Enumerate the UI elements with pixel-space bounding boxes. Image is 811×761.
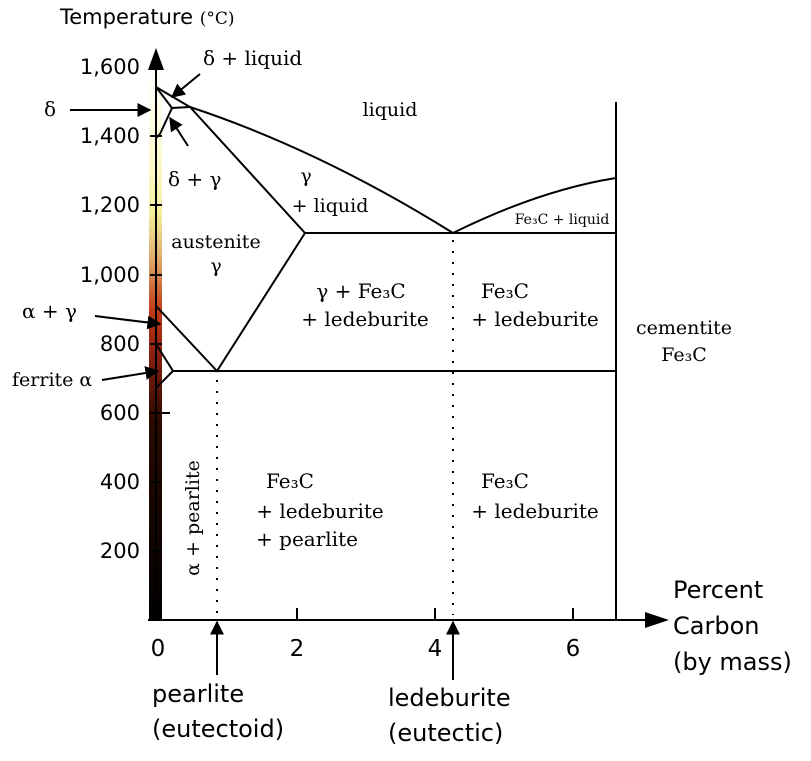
region-gamma-liquid: γ xyxy=(300,165,311,187)
x-tick-label: 2 xyxy=(290,636,305,662)
svg-text:Carbon: Carbon xyxy=(673,612,759,640)
x-tick-label: 6 xyxy=(566,636,581,662)
y-axis-ticks xyxy=(150,66,170,552)
svg-text:(by mass): (by mass) xyxy=(673,648,792,676)
region-fe3c-ledeburite-upper: Fe₃C xyxy=(481,279,529,303)
y-tick-labels: 1,600 1,400 1,200 1,000 800 600 400 200 xyxy=(80,55,140,563)
y-tick-label: 1,600 xyxy=(80,55,140,79)
region-fe3c-ledeburite-upper-line2: + ledeburite xyxy=(471,307,599,331)
x-axis-ticks xyxy=(296,608,574,620)
y-tick-label: 800 xyxy=(100,332,140,356)
callout-pearlite-eutectoid: (eutectoid) xyxy=(152,715,284,743)
svg-text:Percent: Percent xyxy=(673,576,763,604)
callout-ledeburite: ledeburite xyxy=(388,684,511,712)
y-tick-label: 1,400 xyxy=(80,124,140,148)
y-axis-arrowhead xyxy=(148,48,164,70)
x-axis-title: Percent Carbon (by mass) xyxy=(673,576,792,676)
region-fe3c-ledeburite-pearlite-line3: + pearlite xyxy=(256,527,358,551)
y-tick-label: 600 xyxy=(100,401,140,425)
y-axis-title: Temperature (°C) xyxy=(59,5,235,29)
y-tick-label: 1,200 xyxy=(80,193,140,217)
region-liquid: liquid xyxy=(363,99,418,121)
region-fe3c-liquid: Fe₃C + liquid xyxy=(515,212,610,228)
region-gamma-liquid-line2: + liquid xyxy=(292,195,369,217)
callout-pearlite: pearlite xyxy=(152,680,244,708)
region-cementite: cementite xyxy=(636,317,732,339)
y-tick-label: 200 xyxy=(100,539,140,563)
callout-delta-gamma: δ + γ xyxy=(168,167,221,191)
callout-delta: δ xyxy=(44,97,56,121)
callout-arrows xyxy=(70,73,460,680)
phase-boundaries xyxy=(155,86,617,620)
region-fe3c-ledeburite-lower-line2: + ledeburite xyxy=(471,499,599,523)
x-tick-labels: 0 2 4 6 xyxy=(151,636,581,662)
region-cementite-formula: Fe₃C xyxy=(661,344,707,366)
region-fe3c-ledeburite-pearlite: Fe₃C xyxy=(266,469,314,493)
callout-delta-liquid: δ + liquid xyxy=(203,46,302,70)
y-tick-label: 1,000 xyxy=(80,263,140,287)
region-austenite: austenite xyxy=(171,231,260,253)
callout-ferrite-alpha: ferrite α xyxy=(12,369,92,391)
x-tick-label: 0 xyxy=(151,636,166,662)
y-tick-label: 400 xyxy=(100,470,140,494)
x-axis-arrowhead xyxy=(645,612,669,628)
region-austenite-symbol: γ xyxy=(210,255,221,277)
x-tick-label: 4 xyxy=(428,636,443,662)
region-fe3c-ledeburite-lower: Fe₃C xyxy=(481,469,529,493)
callout-ledeburite-eutectic: (eutectic) xyxy=(388,719,503,747)
callout-alpha-gamma: α + γ xyxy=(22,299,77,323)
region-fe3c-ledeburite-pearlite-line2: + ledeburite xyxy=(256,499,384,523)
region-gamma-fe3c-line2: + ledeburite xyxy=(301,307,429,331)
region-gamma-fe3c: γ + Fe₃C xyxy=(316,279,405,303)
region-alpha-pearlite: α + pearlite xyxy=(182,460,204,576)
